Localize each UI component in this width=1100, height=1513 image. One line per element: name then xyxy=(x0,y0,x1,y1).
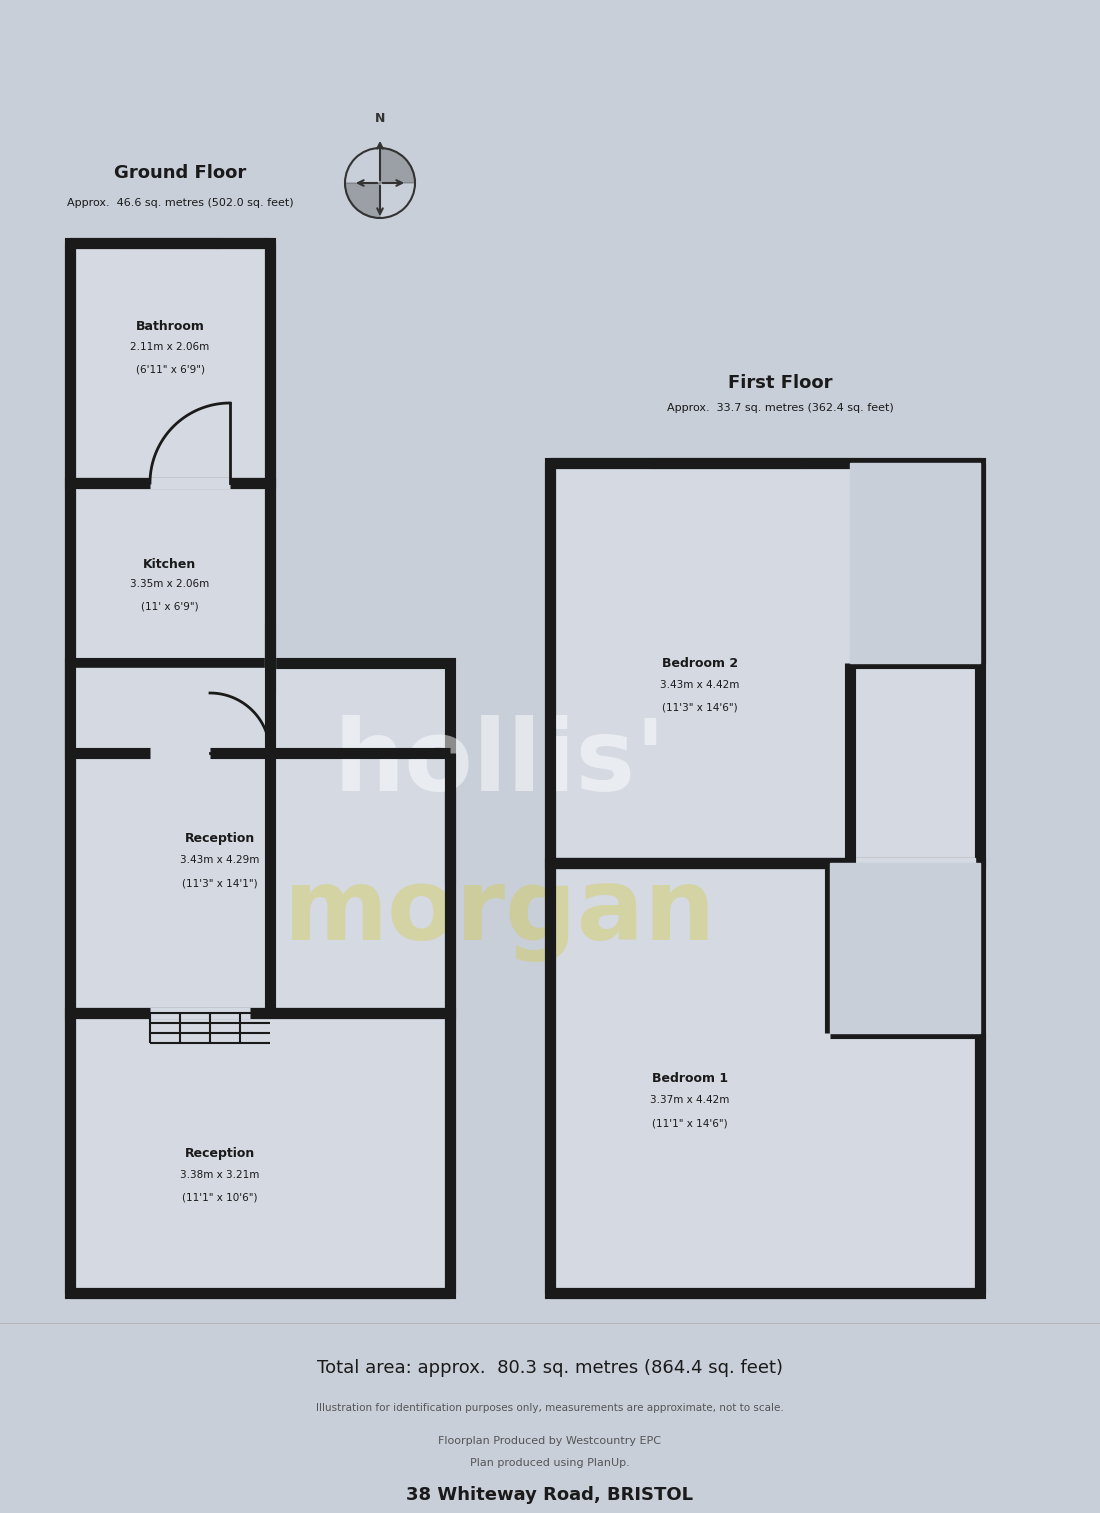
Text: Floorplan Produced by Westcountry EPC: Floorplan Produced by Westcountry EPC xyxy=(439,1436,661,1446)
Text: 38 Whiteway Road, BRISTOL: 38 Whiteway Road, BRISTOL xyxy=(407,1486,693,1504)
Text: morgan: morgan xyxy=(284,864,716,961)
Text: First Floor: First Floor xyxy=(728,374,833,392)
Text: Reception: Reception xyxy=(185,1147,255,1159)
Text: Illustration for identification purposes only, measurements are approximate, not: Illustration for identification purposes… xyxy=(316,1403,784,1413)
Text: (11'1" x 14'6"): (11'1" x 14'6") xyxy=(652,1118,728,1129)
Bar xyxy=(120,238,220,248)
Bar xyxy=(265,623,275,693)
Text: Plan produced using PlanUp.: Plan produced using PlanUp. xyxy=(470,1459,630,1468)
Text: Approx.  46.6 sq. metres (502.0 sq. feet): Approx. 46.6 sq. metres (502.0 sq. feet) xyxy=(67,198,294,207)
Text: (6'11" x 6'9"): (6'11" x 6'9") xyxy=(135,365,205,374)
Polygon shape xyxy=(379,148,415,183)
Text: Approx.  33.7 sq. metres (362.4 sq. feet): Approx. 33.7 sq. metres (362.4 sq. feet) xyxy=(667,402,893,413)
Polygon shape xyxy=(75,478,265,489)
Text: (11' x 6'9"): (11' x 6'9") xyxy=(141,601,199,611)
Text: 3.35m x 2.06m: 3.35m x 2.06m xyxy=(131,579,210,589)
Bar xyxy=(550,463,980,862)
Bar xyxy=(550,862,980,1294)
Polygon shape xyxy=(75,669,265,747)
Bar xyxy=(70,1014,450,1294)
Text: 3.37m x 4.42m: 3.37m x 4.42m xyxy=(650,1095,729,1104)
Text: Total area: approx.  80.3 sq. metres (864.4 sq. feet): Total area: approx. 80.3 sq. metres (864… xyxy=(317,1359,783,1377)
Text: (11'3" x 14'6"): (11'3" x 14'6") xyxy=(662,704,738,713)
Polygon shape xyxy=(75,1008,446,1018)
Bar xyxy=(70,483,270,753)
Text: Bathroom: Bathroom xyxy=(135,321,205,333)
Text: Kitchen: Kitchen xyxy=(143,557,197,570)
Text: Bedroom 2: Bedroom 2 xyxy=(662,657,738,669)
Bar xyxy=(70,244,270,483)
Text: 3.43m x 4.42m: 3.43m x 4.42m xyxy=(660,679,739,690)
Text: Bedroom 1: Bedroom 1 xyxy=(652,1071,728,1085)
Polygon shape xyxy=(830,862,980,1033)
Bar xyxy=(70,663,450,1014)
Text: Reception: Reception xyxy=(185,832,255,844)
Text: (11'3" x 14'1"): (11'3" x 14'1") xyxy=(183,878,257,888)
Text: (11'1" x 10'6"): (11'1" x 10'6") xyxy=(183,1192,257,1203)
Text: 3.38m x 3.21m: 3.38m x 3.21m xyxy=(180,1170,260,1180)
Bar xyxy=(446,793,455,884)
Bar xyxy=(650,458,800,468)
Text: 2.11m x 2.06m: 2.11m x 2.06m xyxy=(131,342,210,353)
Polygon shape xyxy=(850,463,980,663)
Text: hollis': hollis' xyxy=(333,714,667,811)
Polygon shape xyxy=(556,858,975,868)
Polygon shape xyxy=(345,183,379,218)
Text: N: N xyxy=(375,112,385,124)
Text: Ground Floor: Ground Floor xyxy=(114,163,246,182)
Text: 3.43m x 4.29m: 3.43m x 4.29m xyxy=(180,855,260,865)
